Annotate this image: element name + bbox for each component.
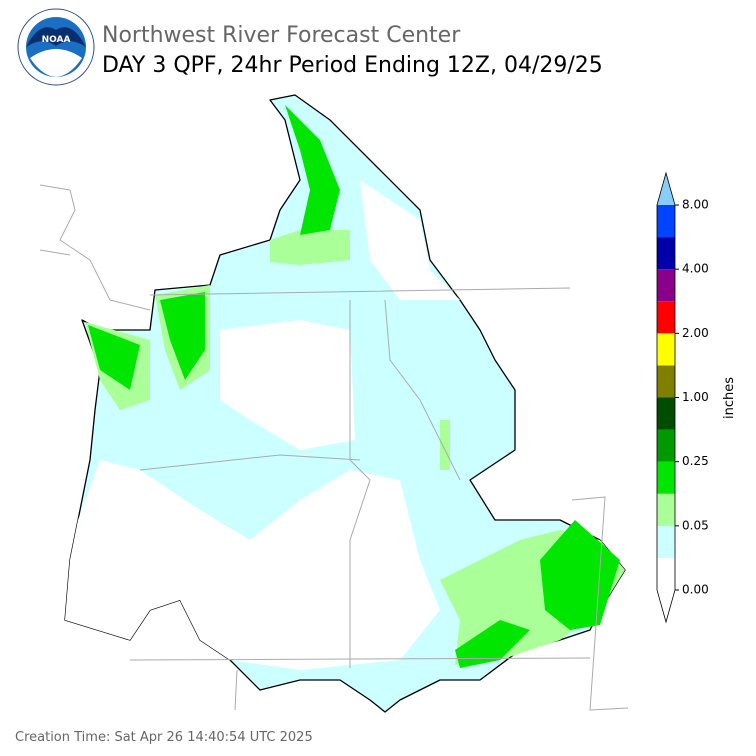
colorbar-tick-label: 2.00: [682, 326, 709, 340]
colorbar-segment: [657, 525, 675, 558]
colorbar-over: [657, 173, 675, 205]
colorbar-segment: [657, 397, 675, 430]
colorbar-segment: [657, 493, 675, 526]
map-area: [39, 94, 629, 713]
colorbar-segment: [657, 269, 675, 302]
colorbar-label: inches: [722, 377, 737, 419]
colorbar: 0.00 0.05 0.25 1.00 2.00 4.00 8.00: [656, 171, 709, 624]
colorbar-segment: [657, 301, 675, 334]
colorbar-tick-label: 0.00: [682, 583, 709, 597]
colorbar-segment: [657, 205, 675, 238]
subtitle: DAY 3 QPF, 24hr Period Ending 12Z, 04/29…: [102, 53, 603, 78]
creation-time: Creation Time: Sat Apr 26 14:40:54 UTC 2…: [15, 730, 313, 745]
title: Northwest River Forecast Center: [102, 23, 461, 48]
colorbar-segment: [657, 429, 675, 462]
svg-text:NOAA: NOAA: [42, 35, 71, 45]
colorbar-tick-label: 0.25: [682, 454, 709, 468]
colorbar-under: [657, 590, 675, 622]
colorbar-segment: [657, 333, 675, 366]
colorbar-segment: [657, 557, 675, 590]
colorbar-tick-label: 0.05: [682, 518, 709, 532]
noaa-logo: NOAA: [17, 8, 95, 86]
colorbar-tick-label: 4.00: [682, 262, 709, 276]
colorbar-tick-label: 8.00: [682, 198, 709, 212]
colorbar-segment: [657, 461, 675, 494]
colorbar-tick-label: 1.00: [682, 390, 709, 404]
colorbar-segment: [657, 365, 675, 398]
colorbar-segment: [657, 237, 675, 270]
